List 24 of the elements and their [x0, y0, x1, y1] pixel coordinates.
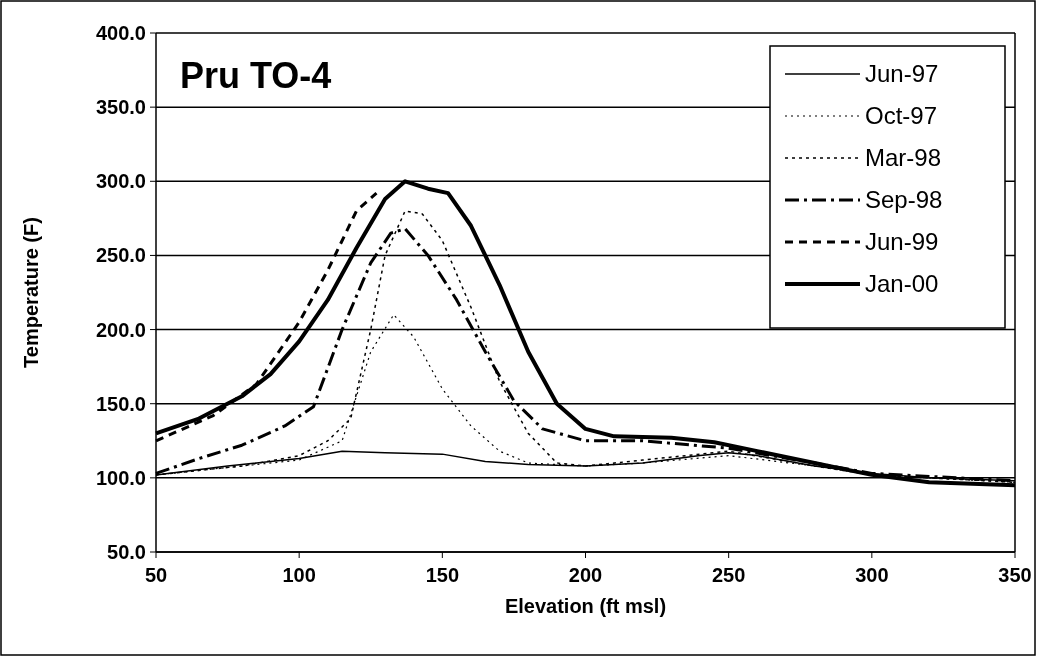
x-tick-label: 50: [144, 564, 168, 586]
legend-label: Sep-98: [865, 186, 943, 214]
x-tick-label: 350: [998, 564, 1032, 586]
text: Pru TO-4: [180, 55, 332, 96]
x-tick-label: 300: [855, 564, 889, 586]
y-tick-label: 100.0: [95, 466, 146, 489]
x-tick-label: 250: [711, 564, 746, 586]
y-tick-label: 150.0: [95, 392, 146, 415]
legend-label: Jan-00: [865, 270, 939, 298]
y-tick-label: 50.0: [107, 541, 146, 563]
y-tick-label: 350.0: [95, 96, 146, 119]
y-tick-label: 250.0: [95, 244, 146, 267]
y-tick-label: 200.0: [95, 318, 146, 341]
legend-label: Jun-97: [865, 60, 939, 88]
x-tick-label: 200: [568, 564, 603, 586]
x-tick-label: 150: [425, 564, 460, 586]
y-tick-label: 300.0: [95, 170, 146, 193]
legend-label: Jun-99: [865, 228, 939, 256]
x-tick-label: 100: [282, 564, 316, 586]
legend-label: Oct-97: [865, 102, 938, 130]
y-tick-label: 400.0: [95, 22, 146, 44]
legend-label: Mar-98: [865, 144, 942, 172]
x-axis-title: Elevation (ft msl): [504, 595, 667, 617]
y-axis-title: Temperature (F): [20, 217, 42, 368]
